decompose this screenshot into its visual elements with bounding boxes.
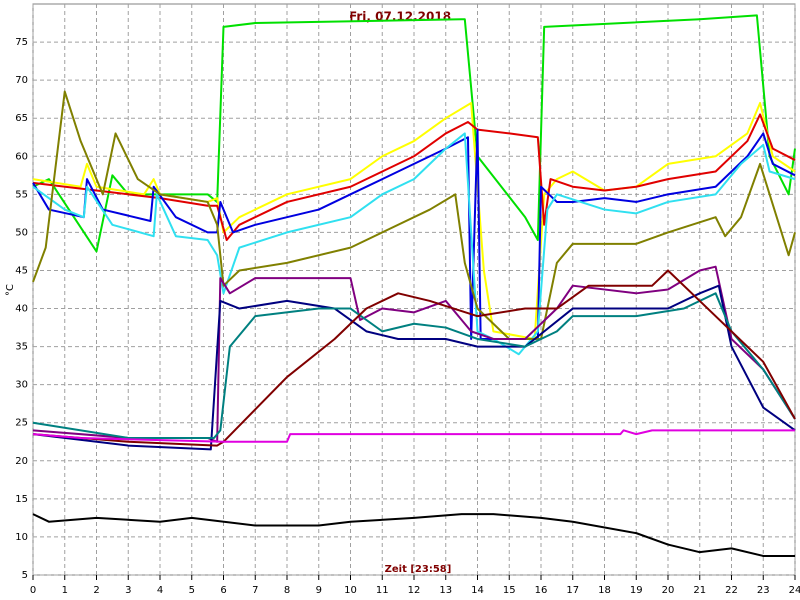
y-tick-label: 70	[15, 75, 28, 86]
x-tick-label: 0	[30, 585, 36, 596]
data-line	[32, 101, 796, 340]
x-tick-label: 2	[93, 585, 99, 596]
x-tick-label: 21	[693, 585, 706, 596]
x-tick-label: 20	[662, 585, 675, 596]
data-line	[32, 90, 796, 340]
x-tick-label: 23	[757, 585, 770, 596]
y-tick-label: 60	[15, 151, 28, 162]
y-tick-label: 45	[15, 265, 28, 276]
x-tick-label: 1	[62, 585, 68, 596]
x-tick-label: 13	[439, 585, 452, 596]
x-tick-label: 11	[376, 585, 389, 596]
x-tick-label: 3	[125, 585, 131, 596]
y-tick-label: 25	[15, 418, 28, 429]
x-tick-label: 7	[252, 585, 258, 596]
x-tick-label: 12	[408, 585, 421, 596]
y-tick-label: 75	[15, 37, 28, 48]
x-tick-label: 6	[220, 585, 226, 596]
y-tick-label: 5	[22, 570, 28, 581]
x-axis-label: Zeit [23:58]	[385, 564, 452, 575]
x-tick-label: 18	[598, 585, 611, 596]
y-tick-label: 30	[15, 380, 28, 391]
x-tick-label: 4	[157, 585, 163, 596]
x-tick-label: 10	[344, 585, 357, 596]
x-tick-label: 16	[535, 585, 548, 596]
data-line	[32, 132, 796, 356]
x-tick-label: 8	[284, 585, 290, 596]
x-tick-label: 24	[789, 585, 800, 596]
y-tick-label: 20	[15, 456, 28, 467]
y-tick-label: 40	[15, 304, 28, 315]
data-line	[32, 14, 796, 253]
y-tick-label: 50	[15, 227, 28, 238]
x-tick-label: 22	[725, 585, 738, 596]
data-line	[32, 513, 795, 557]
x-tick-label: 15	[503, 585, 516, 596]
y-tick-label: 55	[15, 189, 28, 200]
data-line	[32, 292, 796, 439]
y-tick-label: 35	[15, 342, 28, 353]
x-tick-label: 19	[630, 585, 643, 596]
x-tick-label: 5	[189, 585, 195, 596]
y-tick-label: 10	[15, 532, 28, 543]
data-line	[32, 284, 796, 451]
x-tick-label: 17	[566, 585, 579, 596]
data-line	[32, 128, 796, 340]
y-axis-label: °C	[5, 284, 16, 296]
data-line	[32, 429, 795, 443]
y-tick-label: 65	[15, 113, 28, 124]
x-tick-label: 9	[316, 585, 322, 596]
y-tick-label: 15	[15, 494, 28, 505]
x-tick-label: 14	[471, 585, 484, 596]
